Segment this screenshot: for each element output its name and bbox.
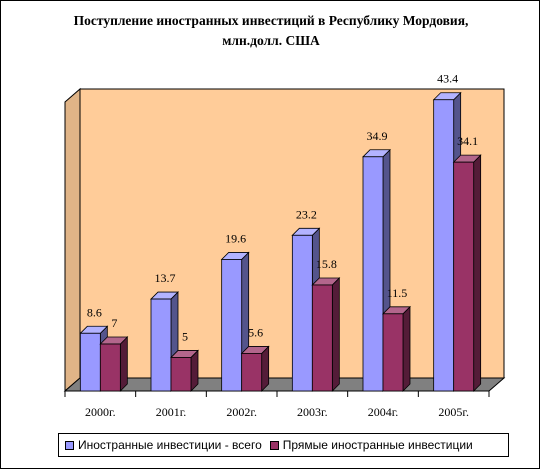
bar [382, 313, 404, 392]
legend-swatch-direct [269, 440, 279, 450]
plot-side-wall [64, 87, 81, 393]
bar-side [119, 336, 128, 392]
bar-side [402, 305, 411, 392]
x-tick-label: 2003г. [297, 405, 328, 419]
data-label: 15.8 [316, 257, 337, 271]
bar [170, 357, 192, 392]
legend-swatch-total [65, 440, 74, 450]
bar [99, 343, 121, 392]
x-tick-label: 2005г. [438, 405, 469, 419]
x-tick-label: 2000г. [85, 405, 116, 419]
bar [433, 99, 455, 392]
legend: Иностранные инвестиции - всего Прямые ин… [58, 433, 509, 457]
data-label: 43.4 [437, 72, 458, 86]
bar-side [331, 276, 340, 392]
bar [291, 234, 313, 392]
legend-label-total: Иностранные инвестиции - всего [78, 438, 262, 452]
data-label: 13.7 [155, 271, 176, 285]
data-label: 23.2 [296, 207, 317, 221]
x-tick-label: 2004г. [368, 405, 399, 419]
data-label: 5 [182, 329, 188, 343]
data-label: 11.5 [387, 286, 408, 300]
bar [311, 284, 333, 392]
data-label: 19.6 [225, 231, 246, 245]
bar-side [261, 345, 270, 392]
data-label: 8.6 [87, 305, 102, 319]
data-label: 7 [111, 316, 117, 330]
x-tick-label: 2002г. [226, 405, 257, 419]
bar [241, 353, 263, 392]
legend-item-total: Иностранные инвестиции - всего [65, 438, 262, 452]
data-label: 34.1 [457, 134, 478, 148]
bar [221, 259, 243, 392]
legend-label-direct: Прямые иностранные инвестиции [282, 438, 473, 452]
data-label: 5.6 [248, 325, 263, 339]
bar-side [473, 154, 482, 392]
bar [150, 298, 172, 392]
data-label: 34.9 [367, 129, 388, 143]
bar [453, 161, 475, 392]
bar [362, 156, 384, 392]
x-tick-label: 2001г. [156, 405, 187, 419]
chart-title: Поступление иностранных инвестиций в Рес… [73, 13, 469, 48]
bar [79, 332, 101, 392]
legend-item-direct: Прямые иностранные инвестиции [269, 438, 473, 452]
